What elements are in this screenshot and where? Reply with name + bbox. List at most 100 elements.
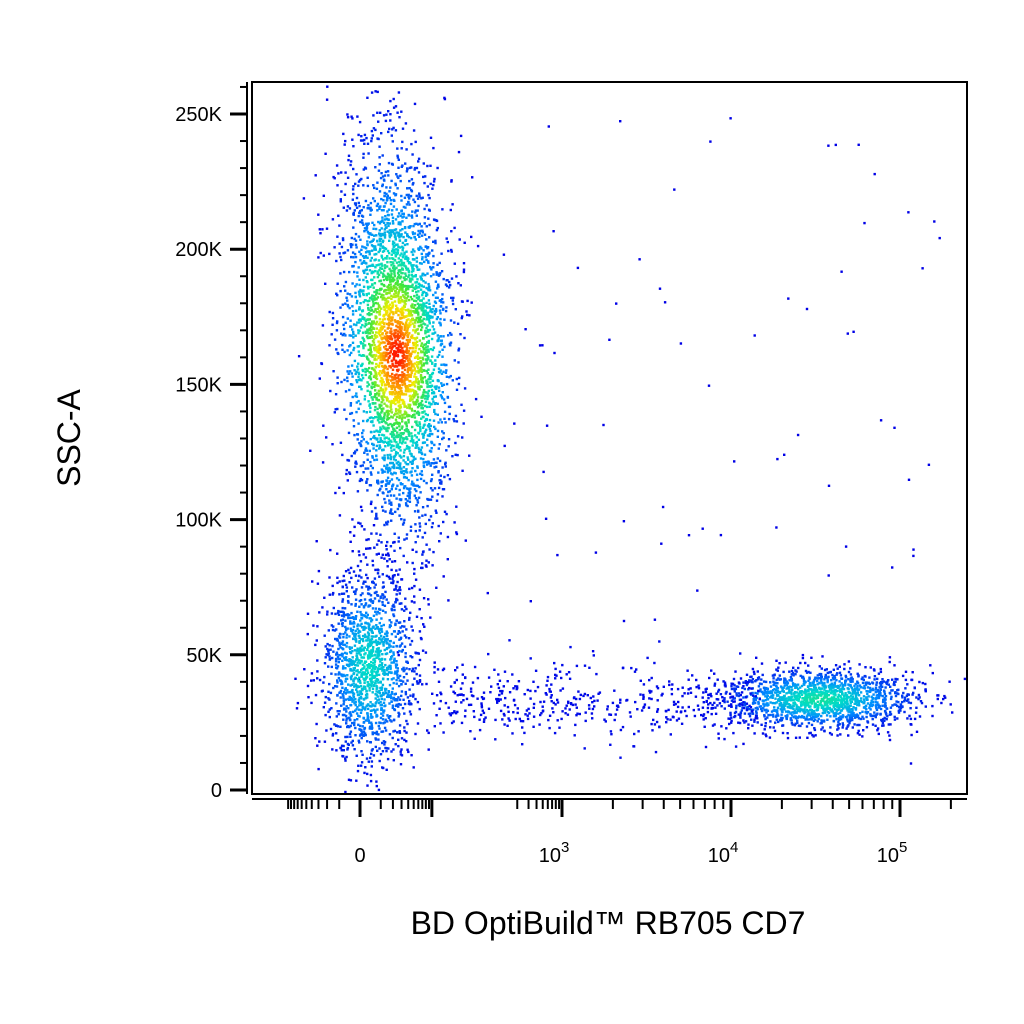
data-point [405,444,409,448]
data-point [350,255,353,259]
data-point [413,510,417,513]
data-point [385,276,389,280]
data-point [394,377,397,381]
data-point [345,645,348,648]
data-point [335,259,338,263]
data-point [412,269,415,273]
data-point [404,265,407,268]
data-point [391,216,395,219]
data-point [397,309,400,313]
data-point [373,298,376,301]
data-point [368,362,371,365]
data-point [394,418,398,421]
data-point [383,670,386,674]
data-point [446,474,450,477]
data-point [395,678,398,682]
data-point [357,201,360,205]
data-point [401,668,404,671]
data-point [376,181,379,184]
data-point [409,713,413,716]
data-point [345,722,348,725]
data-point [415,421,418,425]
data-point [435,317,439,321]
data-point [470,301,473,304]
data-point [397,404,400,407]
data-point [423,222,426,225]
data-point [415,214,418,217]
data-point [386,222,389,225]
data-point [415,336,419,339]
data-point [350,364,354,367]
data-point [404,682,407,685]
data-point [387,224,390,228]
data-point [393,608,396,612]
data-point [376,647,380,650]
data-point [415,615,419,618]
data-point [337,660,340,664]
data-point [407,750,410,754]
data-point [409,452,412,455]
data-point [378,489,381,492]
data-point [331,628,335,632]
data-point [397,390,401,394]
data-point [416,309,419,312]
data-point [428,374,432,377]
data-point [425,543,428,546]
data-point [354,309,358,312]
data-point [341,343,344,347]
data-point [433,408,436,412]
data-point [366,631,370,634]
data-point [425,311,428,315]
data-point [425,318,428,321]
data-point [366,636,369,639]
data-point [359,341,362,344]
data-point [363,227,367,230]
data-point [364,733,367,737]
data-point [411,444,414,447]
data-point [408,618,411,621]
data-point [369,213,372,216]
data-point [387,130,390,134]
data-point [381,275,385,278]
data-point [303,668,306,671]
data-point [356,365,359,368]
data-point [363,614,366,618]
data-point [399,283,403,286]
data-point [405,364,408,368]
data-point [384,119,388,123]
data-point [392,630,396,633]
data-point [392,353,395,356]
data-point [361,254,365,258]
data-point [377,627,380,631]
data-point [335,749,338,752]
data-point [393,349,396,353]
data-point [376,594,380,597]
data-point [369,206,372,210]
data-point [323,596,326,599]
data-point [420,328,423,332]
data-point [346,735,349,739]
data-point [370,139,373,143]
data-point [392,97,395,101]
data-point [406,415,409,418]
data-point [362,285,366,288]
data-point [414,434,417,437]
data-point [394,600,397,604]
data-point [340,680,343,683]
data-point [404,470,407,473]
data-point [396,154,399,157]
data-point [425,204,428,207]
data-point [358,479,362,483]
data-point [364,276,367,279]
data-point [363,325,366,328]
data-point [380,341,383,345]
data-point [359,593,363,597]
data-point [410,142,413,146]
data-point [380,712,383,715]
data-point [329,648,332,651]
data-point [401,288,404,291]
data-point [372,341,376,344]
data-point [394,407,398,411]
data-point [408,277,412,280]
